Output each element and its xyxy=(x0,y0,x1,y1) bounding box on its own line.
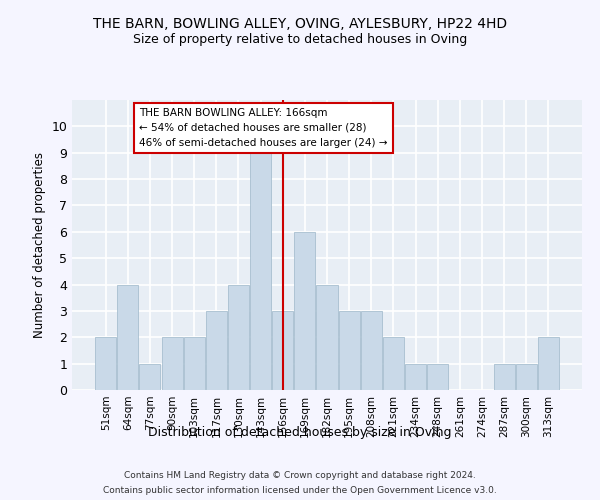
Bar xyxy=(272,311,293,390)
Text: Contains public sector information licensed under the Open Government Licence v3: Contains public sector information licen… xyxy=(103,486,497,495)
Bar xyxy=(515,364,536,390)
Bar xyxy=(405,364,426,390)
Text: Distribution of detached houses by size in Oving: Distribution of detached houses by size … xyxy=(148,426,452,439)
Text: THE BARN, BOWLING ALLEY, OVING, AYLESBURY, HP22 4HD: THE BARN, BOWLING ALLEY, OVING, AYLESBUR… xyxy=(93,18,507,32)
Bar xyxy=(161,338,182,390)
Text: Size of property relative to detached houses in Oving: Size of property relative to detached ho… xyxy=(133,32,467,46)
Bar xyxy=(427,364,448,390)
Bar xyxy=(206,311,227,390)
Bar xyxy=(250,152,271,390)
Bar xyxy=(316,284,338,390)
Bar xyxy=(95,338,116,390)
Bar xyxy=(184,338,205,390)
Bar xyxy=(228,284,249,390)
Bar xyxy=(383,338,404,390)
Bar xyxy=(494,364,515,390)
Bar xyxy=(338,311,359,390)
Y-axis label: Number of detached properties: Number of detached properties xyxy=(33,152,46,338)
Bar xyxy=(139,364,160,390)
Bar xyxy=(361,311,382,390)
Bar xyxy=(295,232,316,390)
Bar xyxy=(538,338,559,390)
Bar xyxy=(118,284,139,390)
Text: Contains HM Land Registry data © Crown copyright and database right 2024.: Contains HM Land Registry data © Crown c… xyxy=(124,471,476,480)
Text: THE BARN BOWLING ALLEY: 166sqm
← 54% of detached houses are smaller (28)
46% of : THE BARN BOWLING ALLEY: 166sqm ← 54% of … xyxy=(139,108,388,148)
